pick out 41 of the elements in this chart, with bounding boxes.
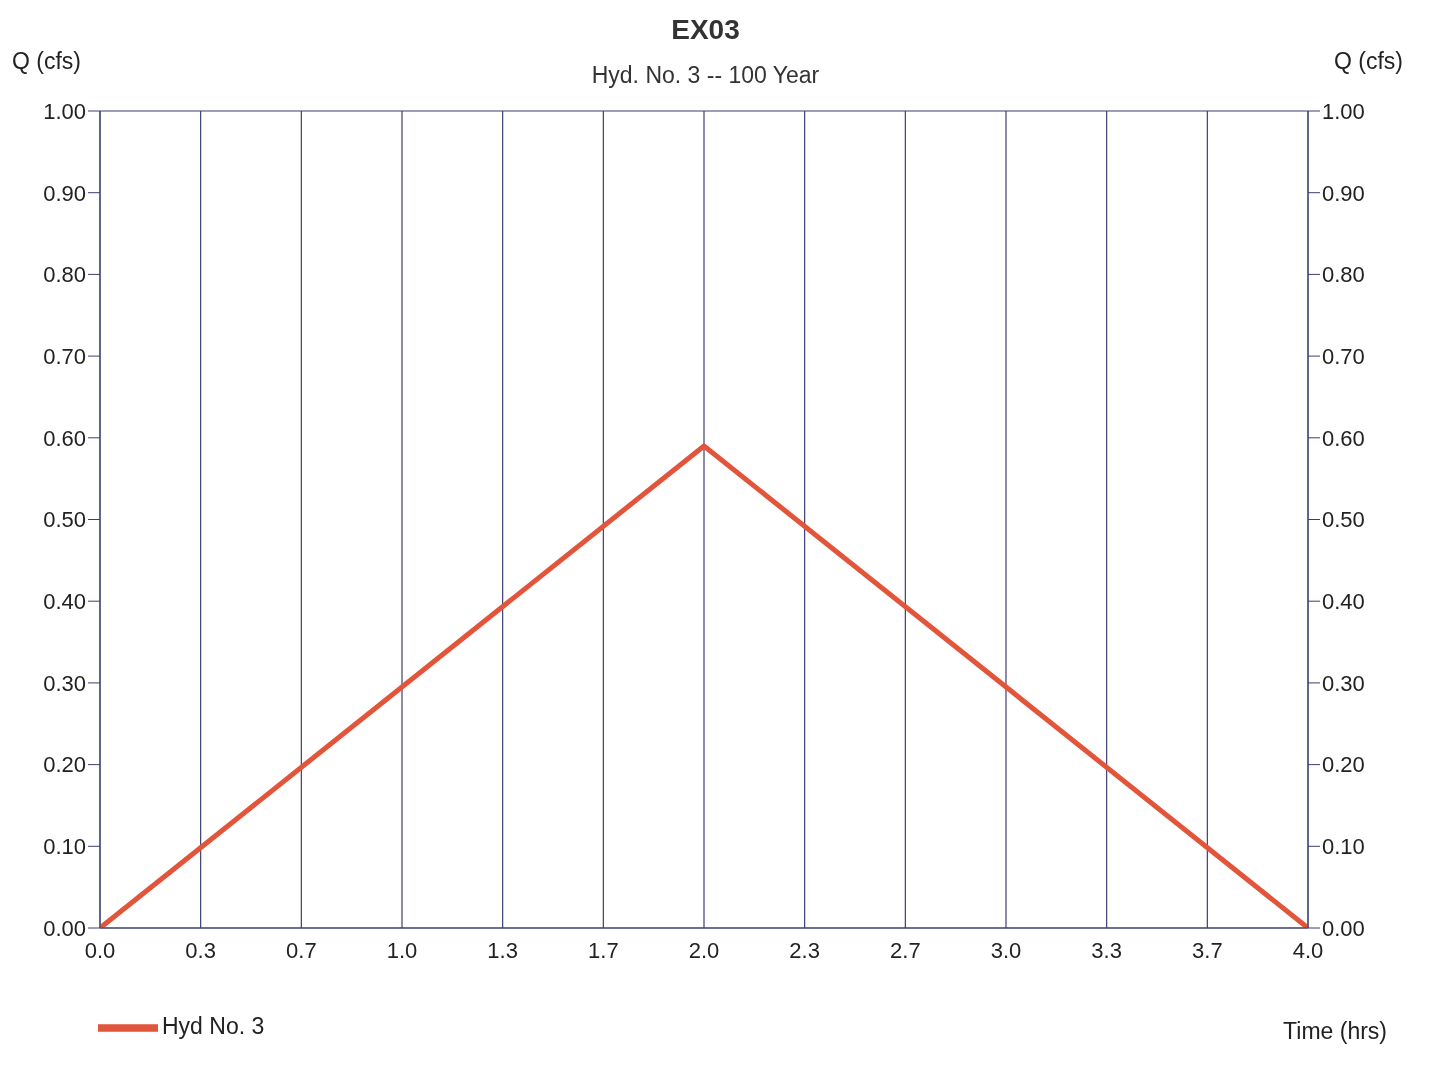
y-tick-label: 0.20 <box>43 752 86 778</box>
y-tick-label: 0.80 <box>43 262 86 288</box>
y-tick-label: 0.90 <box>43 180 86 206</box>
y2-tick-label: 0.20 <box>1322 752 1365 778</box>
x-tick-label: 3.7 <box>1192 937 1223 963</box>
y2-tick-label: 0.70 <box>1322 343 1365 369</box>
y2-axis-title: Q (cfs) <box>1334 48 1403 75</box>
x-tick-label: 4.0 <box>1292 937 1324 963</box>
y2-tick-label: 1.00 <box>1322 98 1365 124</box>
x-tick-label: 3.0 <box>990 937 1022 963</box>
x-tick-label: 0.3 <box>185 937 216 963</box>
legend-label: Hyd No. 3 <box>162 1013 265 1040</box>
y-tick-label: 0.70 <box>43 343 86 369</box>
x-tick-label: 2.3 <box>789 937 820 963</box>
y-tick-label: 1.00 <box>43 98 86 124</box>
x-axis-title: Time (hrs) <box>1283 1018 1387 1045</box>
x-tick-label: 1.0 <box>386 937 418 963</box>
y-tick-label: 0.10 <box>43 834 86 860</box>
y-tick-label: 0.60 <box>43 425 86 451</box>
y-tick-label: 0.00 <box>43 915 86 941</box>
y-axis-title: Q (cfs) <box>12 48 81 75</box>
y2-tick-label: 0.60 <box>1322 425 1365 451</box>
y-tick-label: 0.40 <box>43 589 86 615</box>
y2-tick-label: 0.40 <box>1322 589 1365 615</box>
y-tick-label: 0.30 <box>43 670 86 696</box>
y2-tick-label: 0.80 <box>1322 262 1365 288</box>
x-tick-label: 0.7 <box>286 937 317 963</box>
x-tick-label: 0.0 <box>84 937 116 963</box>
chart-subtitle: Hyd. No. 3 -- 100 Year <box>591 62 820 88</box>
x-tick-label: 1.7 <box>588 937 619 963</box>
x-tick-label: 2.7 <box>890 937 921 963</box>
chart-title: EX03 <box>670 14 741 46</box>
x-tick-label: 3.3 <box>1091 937 1122 963</box>
y2-tick-label: 0.00 <box>1322 915 1365 941</box>
y2-tick-label: 0.50 <box>1322 507 1365 533</box>
y2-tick-label: 0.30 <box>1322 670 1365 696</box>
y2-tick-label: 0.90 <box>1322 180 1365 206</box>
y-tick-label: 0.50 <box>43 507 86 533</box>
y2-tick-label: 0.10 <box>1322 834 1365 860</box>
x-tick-label: 2.0 <box>688 937 720 963</box>
x-tick-label: 1.3 <box>487 937 518 963</box>
